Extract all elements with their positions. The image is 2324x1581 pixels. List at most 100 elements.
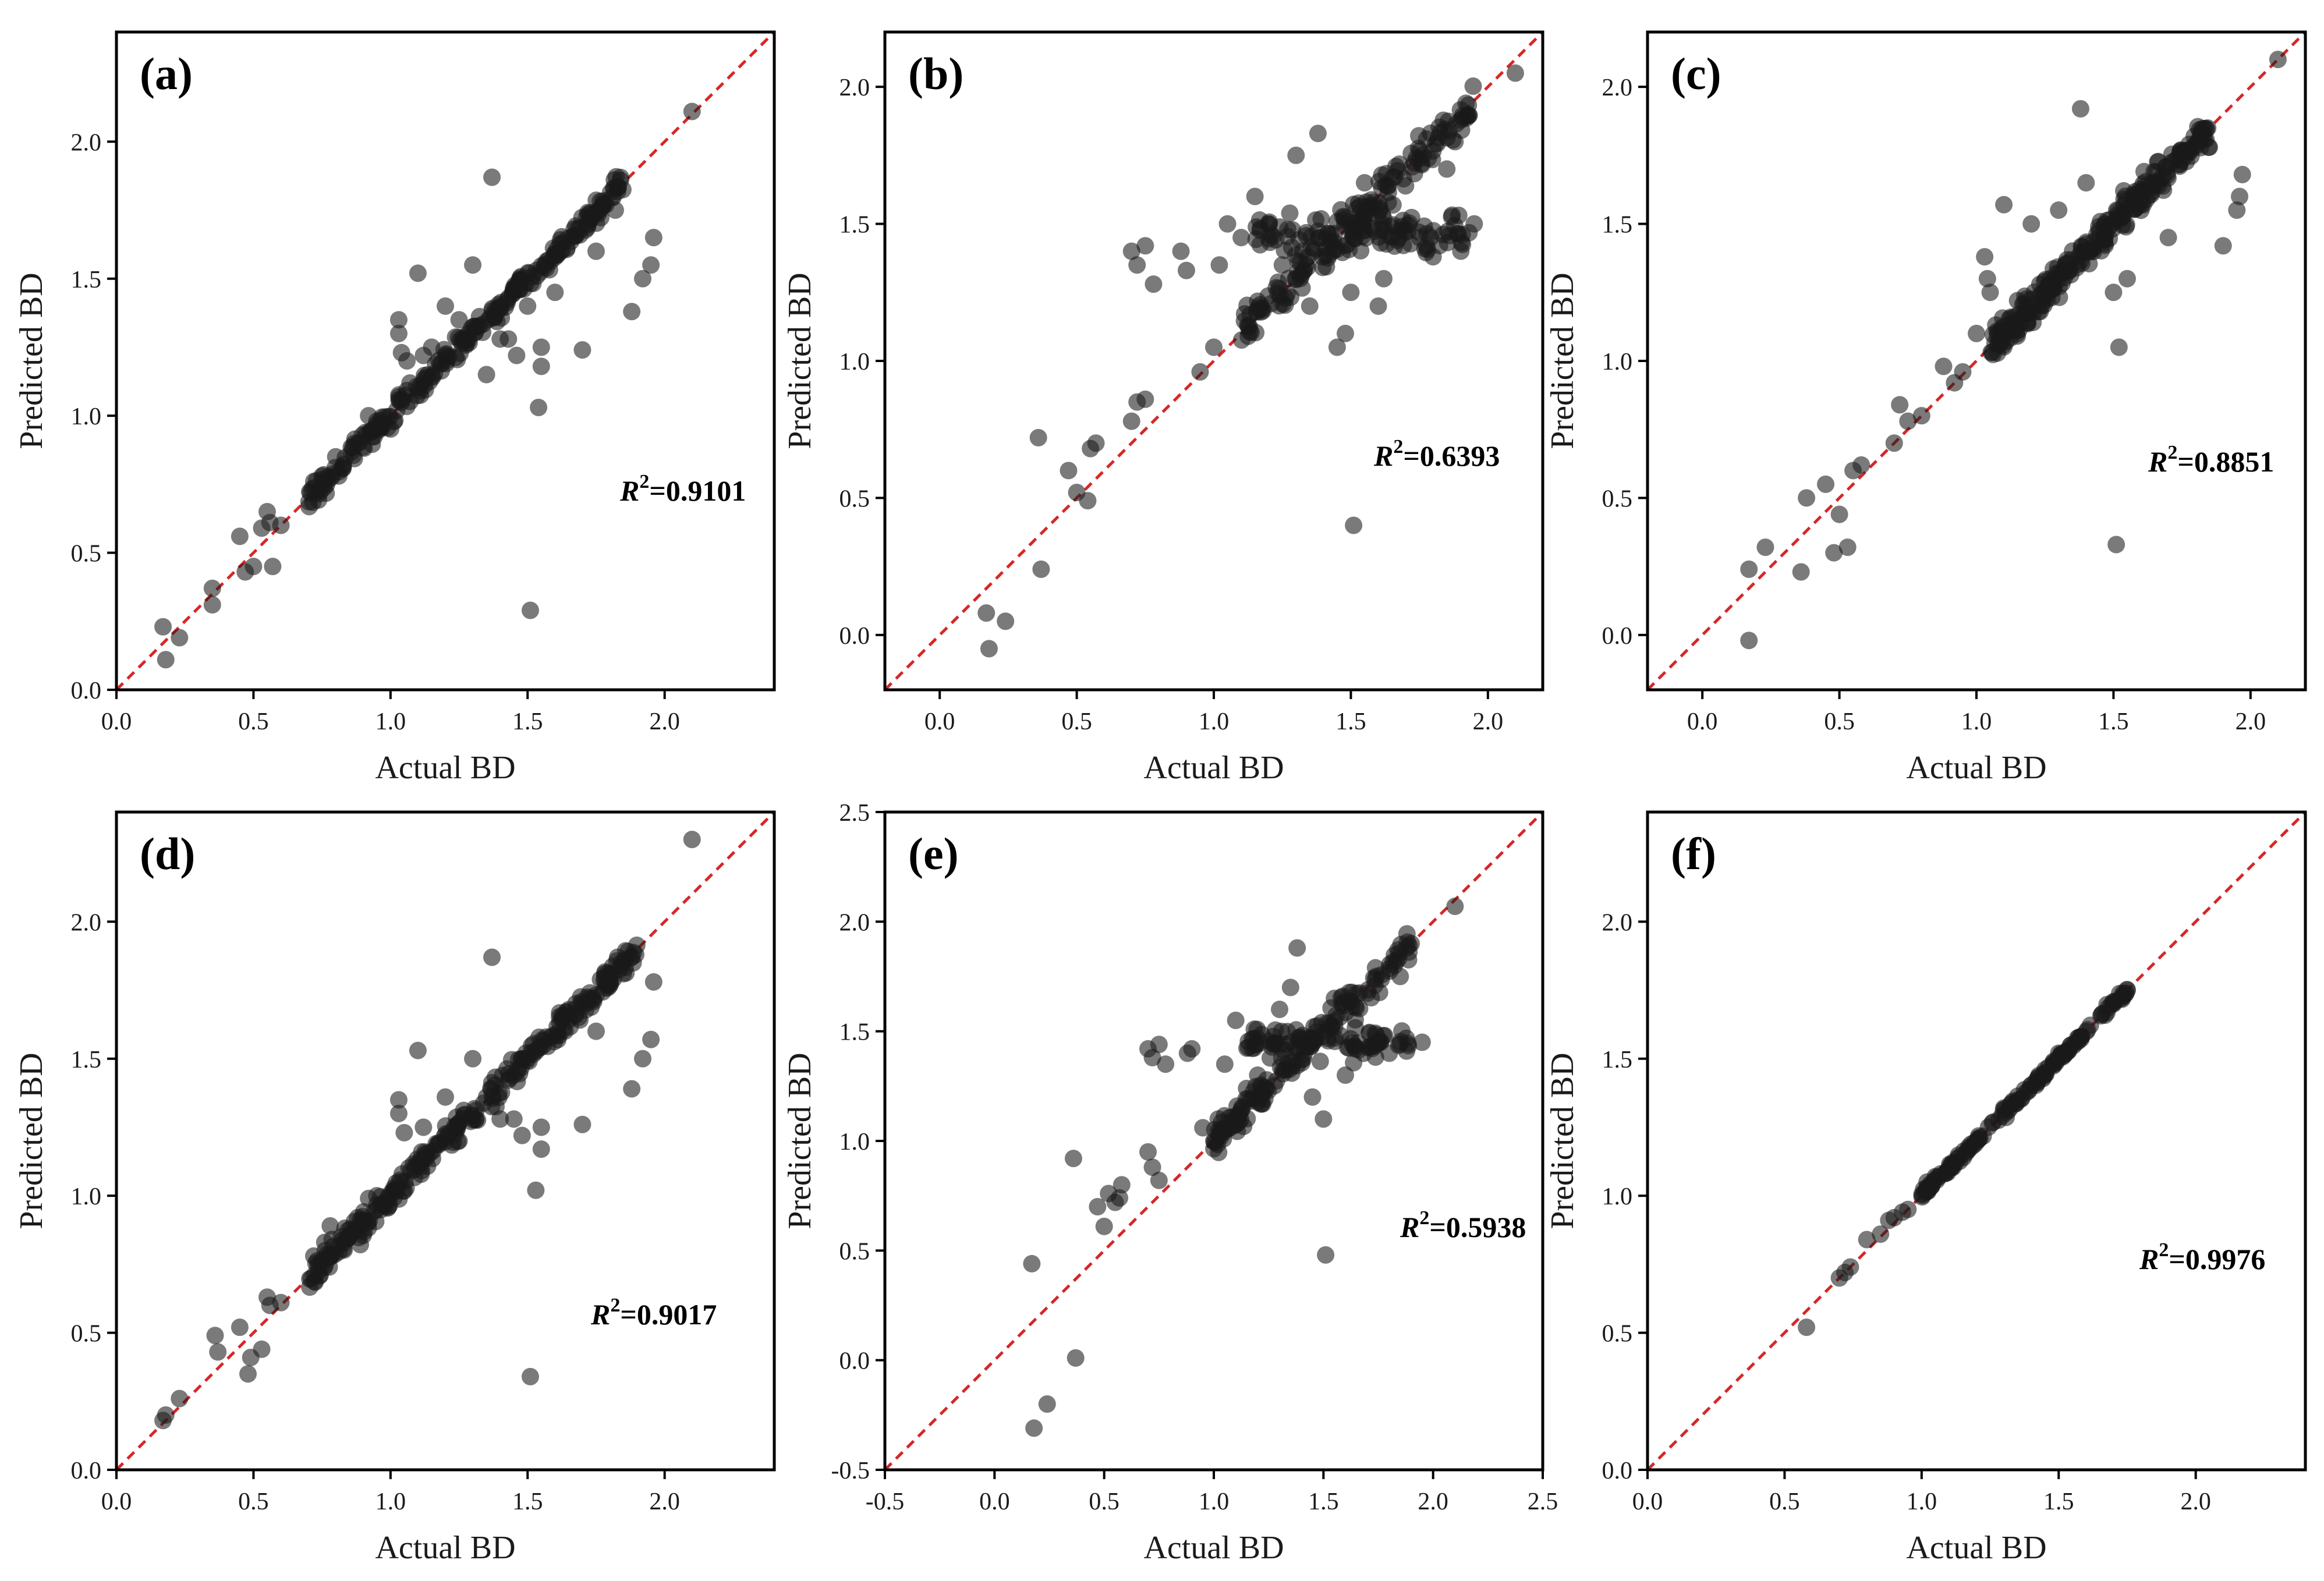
data-point bbox=[1443, 206, 1461, 224]
data-point bbox=[634, 1050, 651, 1068]
data-point bbox=[272, 1293, 290, 1311]
data-point bbox=[1273, 1048, 1291, 1066]
data-point bbox=[1307, 211, 1325, 229]
data-point bbox=[683, 831, 701, 849]
data-point bbox=[2092, 242, 2110, 260]
data-point bbox=[1891, 396, 1909, 414]
x-tick-label: 2.0 bbox=[2236, 708, 2266, 735]
data-point bbox=[154, 618, 172, 636]
data-point bbox=[206, 1327, 224, 1345]
data-point bbox=[1342, 283, 1360, 302]
data-point bbox=[1363, 1040, 1381, 1058]
data-point bbox=[1830, 505, 1848, 523]
r-squared-value: =0.9017 bbox=[620, 1298, 717, 1331]
data-point bbox=[532, 338, 550, 356]
y-tick-label: 1.0 bbox=[1602, 1183, 1633, 1210]
identity-line bbox=[116, 812, 774, 1470]
data-point bbox=[231, 527, 249, 545]
data-point bbox=[1413, 1033, 1431, 1051]
x-tick-label: 2.0 bbox=[649, 708, 680, 735]
y-tick-label: 0.5 bbox=[839, 485, 870, 512]
data-point bbox=[587, 1022, 605, 1040]
data-point bbox=[1303, 1088, 1322, 1106]
data-point bbox=[1281, 204, 1299, 222]
data-point bbox=[1023, 1254, 1041, 1272]
data-point bbox=[389, 1091, 408, 1109]
data-point bbox=[1899, 1200, 1917, 1218]
y-tick-label: 1.5 bbox=[71, 1047, 102, 1073]
y-tick-label: 1.0 bbox=[839, 1129, 870, 1155]
data-point bbox=[395, 1123, 413, 1142]
data-point bbox=[1872, 1225, 1890, 1243]
data-point bbox=[1825, 544, 1843, 562]
data-point bbox=[245, 558, 263, 576]
x-tick-label: 1.0 bbox=[1907, 1488, 1937, 1515]
data-point bbox=[321, 1217, 339, 1235]
data-point bbox=[304, 493, 322, 511]
data-point bbox=[437, 297, 454, 315]
panel-e: -0.5 0.0 0.5 1.0 1.5 2.0 2.5 -0.5 0.0 0.5 1.0 1.5 2.… bbox=[782, 800, 1558, 1566]
r-squared-annotation: R2=0.6393 bbox=[1373, 436, 1500, 472]
y-tick-label: 2.0 bbox=[1602, 75, 1633, 101]
panel-c: 0.0 0.5 1.0 1.5 2.0 0.0 0.5 1.0 1.5 2.0 Actual BD P… bbox=[1544, 30, 2307, 786]
data-point bbox=[157, 651, 175, 669]
data-point bbox=[1956, 1145, 1974, 1163]
y-tick-label: 2.0 bbox=[839, 909, 870, 936]
data-point bbox=[573, 1115, 591, 1133]
r-exponent: 2 bbox=[639, 471, 649, 492]
data-point bbox=[499, 330, 518, 348]
data-point bbox=[464, 1050, 482, 1068]
data-point bbox=[231, 1318, 249, 1337]
data-point bbox=[2024, 313, 2042, 331]
x-tick-label: 1.0 bbox=[1199, 708, 1230, 735]
data-point bbox=[1374, 270, 1393, 288]
data-point bbox=[634, 270, 651, 288]
data-point bbox=[532, 1118, 550, 1136]
data-point bbox=[430, 352, 448, 370]
data-point bbox=[1122, 412, 1140, 430]
y-axis-label: Predicted BD bbox=[782, 1052, 818, 1229]
data-point bbox=[1317, 1246, 1335, 1264]
data-point bbox=[2185, 137, 2203, 155]
data-point bbox=[1287, 146, 1305, 164]
y-tick-label: 1.5 bbox=[839, 1019, 870, 1046]
y-tick-label: 0.5 bbox=[1602, 485, 1633, 512]
data-point bbox=[573, 992, 591, 1011]
data-point bbox=[1899, 412, 1917, 430]
x-tick-label: 1.5 bbox=[1335, 708, 1366, 735]
data-point bbox=[1315, 1110, 1333, 1128]
r-exponent: 2 bbox=[2167, 442, 2177, 463]
x-tick-label: 1.5 bbox=[512, 1488, 543, 1515]
data-point bbox=[1438, 160, 1456, 178]
panel-label: (d) bbox=[140, 828, 195, 879]
data-point bbox=[1373, 179, 1391, 197]
data-point bbox=[2228, 201, 2246, 219]
data-point bbox=[1434, 226, 1452, 244]
data-point bbox=[1087, 434, 1105, 452]
data-point bbox=[1918, 1179, 1936, 1197]
r-exponent: 2 bbox=[2159, 1239, 2169, 1261]
x-tick-label: 1.5 bbox=[512, 708, 543, 735]
y-tick-label: 2.0 bbox=[839, 75, 870, 101]
data-point bbox=[1029, 428, 1047, 446]
r-squared-value: =0.9976 bbox=[2169, 1243, 2265, 1275]
data-point bbox=[1954, 363, 1972, 381]
r-symbol: R bbox=[2139, 1243, 2159, 1275]
data-point bbox=[521, 1367, 539, 1385]
data-point bbox=[2071, 100, 2089, 118]
data-point bbox=[411, 382, 429, 400]
data-point bbox=[1756, 538, 1774, 556]
data-point bbox=[1398, 1042, 1416, 1060]
y-tick-label: 0.5 bbox=[71, 541, 102, 568]
data-point bbox=[1792, 563, 1810, 581]
x-tick-label: 1.0 bbox=[1961, 708, 1992, 735]
data-point bbox=[450, 311, 468, 329]
r-squared-annotation: R2=0.9017 bbox=[590, 1295, 717, 1331]
data-point bbox=[1191, 363, 1209, 381]
data-point bbox=[1464, 77, 1482, 95]
data-point bbox=[1386, 168, 1404, 186]
data-point bbox=[1366, 970, 1384, 988]
data-point bbox=[1454, 235, 1472, 253]
data-point bbox=[2077, 1023, 2095, 1041]
